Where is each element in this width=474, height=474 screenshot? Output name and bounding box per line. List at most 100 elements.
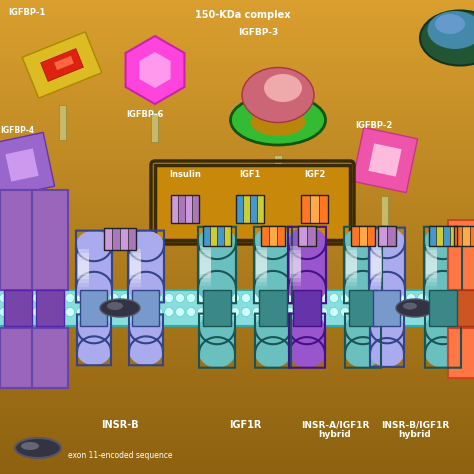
Ellipse shape (76, 230, 112, 259)
Bar (0, 83, 474, 85)
Polygon shape (424, 242, 462, 288)
Bar (0, 104, 474, 107)
Bar (0, 187, 474, 190)
Bar (112, 228, 120, 250)
Bar (0, 393, 474, 396)
Ellipse shape (424, 227, 462, 257)
Bar (78, 265, 89, 291)
Bar (290, 250, 301, 278)
Bar (0, 389, 474, 391)
Polygon shape (139, 52, 171, 88)
Circle shape (154, 293, 163, 302)
Bar (0, 237, 474, 239)
Bar (0, 5, 474, 7)
Bar (0, 417, 474, 419)
Bar (424, 242, 462, 288)
Ellipse shape (107, 302, 123, 310)
Circle shape (407, 308, 416, 317)
Bar (185, 195, 192, 223)
Bar (0, 88, 474, 90)
Bar (0, 71, 474, 73)
Ellipse shape (255, 314, 291, 342)
Bar (0, 57, 474, 59)
Bar (319, 195, 328, 223)
Polygon shape (126, 36, 184, 104)
Bar (0, 235, 474, 237)
Ellipse shape (77, 338, 111, 365)
Bar (0, 443, 474, 446)
Bar (120, 228, 128, 250)
Polygon shape (41, 49, 83, 82)
Bar (0, 145, 474, 147)
Circle shape (0, 293, 9, 302)
Bar (378, 226, 387, 246)
Bar (192, 195, 199, 223)
Text: Insulin: Insulin (169, 170, 201, 179)
Ellipse shape (435, 14, 465, 34)
Bar (0, 263, 474, 265)
Circle shape (10, 293, 19, 302)
Bar (0, 140, 474, 142)
Bar (0, 398, 474, 401)
Bar (349, 290, 377, 326)
Bar (0, 339, 474, 341)
Bar (0, 296, 474, 299)
Bar (426, 250, 438, 278)
Bar (0, 223, 474, 225)
Bar (178, 195, 185, 223)
Circle shape (329, 293, 338, 302)
Circle shape (374, 308, 383, 317)
Bar (0, 460, 474, 462)
Polygon shape (368, 144, 401, 177)
Bar (36, 290, 64, 326)
Bar (0, 21, 474, 24)
Bar (0, 284, 474, 287)
Circle shape (164, 308, 173, 317)
Bar (0, 424, 474, 427)
Bar (0, 126, 474, 128)
Bar (0, 102, 474, 104)
Bar (0, 315, 474, 318)
Bar (0, 401, 474, 403)
Ellipse shape (230, 95, 326, 145)
Circle shape (450, 308, 459, 317)
Bar (0, 185, 474, 187)
Ellipse shape (76, 273, 112, 302)
Bar (0, 292, 474, 294)
Bar (130, 265, 141, 291)
Bar (0, 220, 474, 223)
Bar (32, 190, 68, 290)
Bar (0, 107, 474, 109)
Circle shape (285, 308, 294, 317)
Bar (133, 290, 159, 326)
Circle shape (55, 293, 64, 302)
Polygon shape (289, 328, 325, 353)
Bar (371, 258, 382, 286)
Text: exon 11-encoded sequence: exon 11-encoded sequence (68, 450, 173, 459)
Polygon shape (352, 128, 418, 192)
Bar (0, 358, 474, 360)
Bar (256, 246, 267, 273)
Bar (0, 192, 474, 194)
Bar (0, 450, 474, 453)
Bar (58, 105, 65, 140)
Bar (0, 81, 474, 83)
Circle shape (363, 308, 372, 317)
Circle shape (230, 308, 239, 317)
Bar (0, 190, 36, 290)
Bar (0, 24, 474, 26)
Bar (436, 226, 443, 246)
Circle shape (308, 293, 317, 302)
Polygon shape (54, 56, 74, 70)
Bar (0, 446, 474, 448)
Bar (0, 59, 474, 62)
Bar (0, 244, 474, 246)
Bar (0, 209, 474, 211)
Bar (374, 290, 401, 326)
Bar (298, 226, 307, 246)
Bar (0, 455, 474, 457)
Bar (171, 195, 178, 223)
Circle shape (88, 308, 97, 317)
Bar (243, 195, 250, 223)
Bar (0, 306, 474, 308)
